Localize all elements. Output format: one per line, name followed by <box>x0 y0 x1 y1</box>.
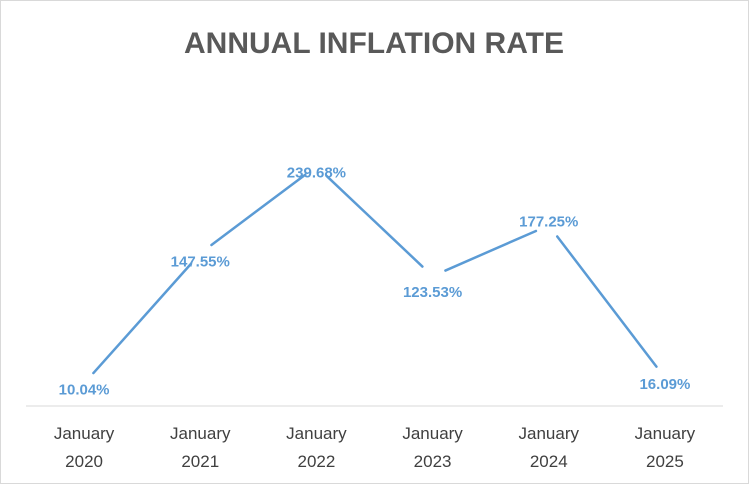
x-tick-label: January 2020 <box>54 424 115 471</box>
series-line-segment <box>210 173 307 247</box>
data-label: 16.09% <box>639 376 690 393</box>
data-label: 177.25% <box>519 213 578 230</box>
chart-title: ANNUAL INFLATION RATE <box>184 27 564 60</box>
data-label: 239.68% <box>287 164 346 181</box>
series-line-segment <box>325 174 424 268</box>
x-tick-label: January 2021 <box>170 424 231 471</box>
series-line-segment <box>555 235 658 368</box>
data-label: 123.53% <box>403 284 462 301</box>
x-tick-label: January 2023 <box>402 424 463 471</box>
data-label-layer: 10.04% 147.55% 239.68% 123.53% 177.25% 16.09% <box>59 164 691 398</box>
x-tick-label: January 2022 <box>286 424 347 471</box>
series-line-segment <box>444 229 538 272</box>
series-line-segment <box>92 262 193 375</box>
x-tick-label: January 2024 <box>519 424 580 471</box>
data-label: 10.04% <box>59 381 110 398</box>
x-tick-layer: January 2020 January 2021 January 2022 January… <box>54 424 696 471</box>
x-tick-label: January 2025 <box>635 424 696 471</box>
data-label: 147.55% <box>171 253 230 270</box>
series-layer <box>92 173 658 375</box>
